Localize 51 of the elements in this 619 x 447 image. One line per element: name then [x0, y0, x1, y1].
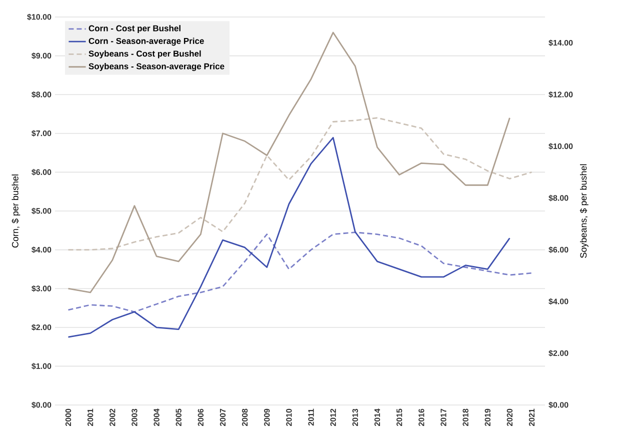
x-tick-label: 2018: [462, 408, 468, 426]
y-tick-label: $2.00: [32, 324, 52, 331]
x-tick-label: 2004: [154, 408, 160, 426]
line-series: [68, 117, 532, 250]
y-axis-title: Corn, $ per bushel: [12, 174, 20, 248]
y-tick-label: $0.00: [32, 402, 52, 408]
x-tick-label: 2015: [396, 408, 402, 426]
y2-tick-label: $2.00: [548, 350, 568, 357]
x-tick-label: 2006: [198, 408, 204, 426]
y-tick-label: $9.00: [32, 52, 52, 60]
y2-tick-label: $12.00: [548, 91, 573, 98]
x-tick-label: 2011: [308, 408, 314, 426]
x-tick-label: 2005: [176, 408, 182, 426]
y2-axis-title: Soybeans, $ per bushel: [580, 164, 588, 258]
line-series: [68, 32, 510, 294]
x-tick-label: 2016: [418, 408, 424, 426]
y-tick-label: $10.00: [27, 14, 52, 20]
legend-label: Corn - Cost per Bushel: [88, 25, 180, 33]
x-tick-label: 2008: [242, 408, 248, 426]
x-tick-label: 2017: [440, 408, 446, 426]
y-tick-label: $3.00: [32, 285, 52, 292]
x-tick-label: 2010: [286, 408, 292, 426]
y2-tick-label: $4.00: [548, 298, 568, 305]
y-tick-label: $6.00: [32, 168, 52, 176]
line-series: [68, 136, 510, 338]
line-series: [68, 232, 532, 313]
y2-tick-label: $0.00: [548, 402, 568, 408]
x-tick-label: 2007: [220, 408, 226, 426]
x-tick-label: 2003: [132, 408, 138, 426]
x-tick-label: 2019: [484, 408, 490, 426]
x-tick-label: 2021: [528, 408, 535, 426]
x-tick-label: 2020: [506, 408, 513, 426]
x-tick-label: 2009: [264, 408, 270, 426]
x-tick-label: 2014: [374, 408, 380, 426]
y-tick-label: $7.00: [32, 130, 52, 137]
y2-tick-label: $10.00: [548, 143, 573, 150]
y2-tick-label: $8.00: [548, 194, 568, 202]
y-tick-label: $1.00: [32, 362, 52, 370]
x-tick-label: 2002: [110, 408, 116, 426]
x-tick-label: 2000: [65, 408, 72, 426]
y-tick-label: $8.00: [32, 91, 52, 98]
x-tick-label: 2012: [330, 408, 336, 426]
y-tick-label: $4.00: [32, 246, 52, 254]
y-tick-label: $5.00: [32, 208, 52, 214]
legend-label: Soybeans - Season-average Price: [88, 63, 224, 72]
legend-label: Corn - Season-average Price: [88, 38, 204, 46]
y2-tick-label: $6.00: [548, 246, 568, 254]
x-tick-label: 2013: [352, 408, 358, 426]
y2-tick-label: $14.00: [548, 40, 573, 46]
legend-label: Soybeans - Cost per Bushel: [88, 50, 201, 58]
x-tick-label: 2001: [87, 408, 94, 426]
